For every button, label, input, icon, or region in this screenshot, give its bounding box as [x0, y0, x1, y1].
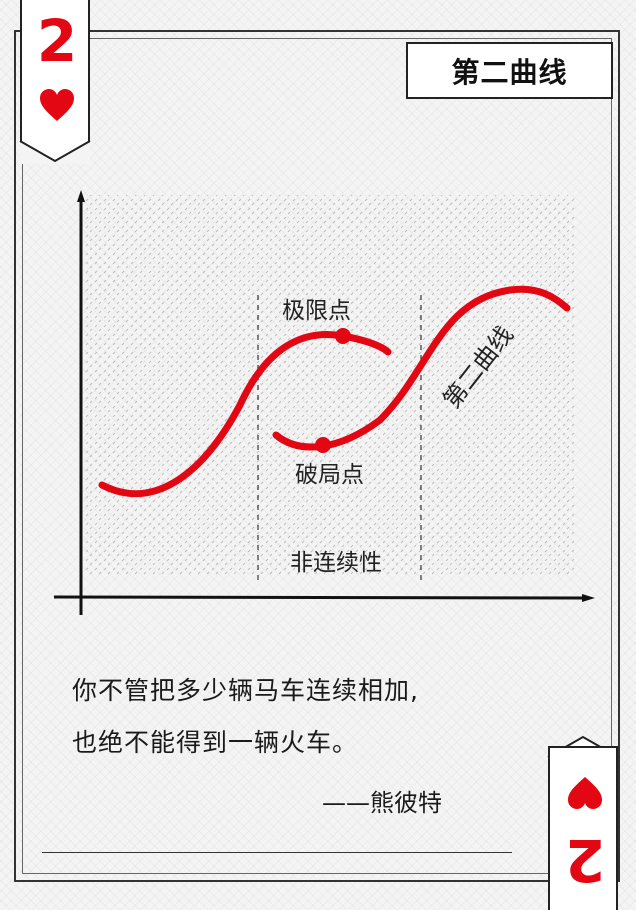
limit-point-label: 极限点	[282, 298, 351, 324]
card-rank-top: 2	[36, 7, 78, 75]
quote-line-1: 你不管把多少辆马车连续相加,	[72, 676, 419, 705]
footer-rule	[42, 852, 512, 853]
card-outer-frame	[14, 30, 620, 882]
heart-icon	[568, 777, 602, 809]
diagram-plot-area	[85, 195, 575, 575]
first-curve	[98, 331, 392, 497]
limit-point-marker	[335, 328, 351, 344]
card-inner-frame	[22, 38, 612, 874]
second-curve-diagram: 极限点 破局点 非连续性 第二曲线	[53, 190, 595, 615]
quote-author: ——熊彼特	[322, 789, 442, 817]
discontinuity-label: 非连续性	[290, 550, 382, 576]
x-axis	[53, 595, 586, 600]
card-title: 第二曲线	[451, 55, 568, 89]
top-left-corner-flag: 2	[20, 0, 90, 163]
bottom-right-corner-flag: 2	[548, 746, 618, 910]
card-title-box: 第二曲线	[406, 42, 613, 99]
quote-line-2: 也绝不能得到一辆火车。	[72, 728, 359, 757]
card-rank-bottom: 2	[564, 826, 606, 894]
breakout-point-label: 破局点	[295, 462, 364, 488]
heart-icon	[40, 89, 74, 121]
top-left-flag-notch	[19, 140, 91, 164]
y-axis-arrow-icon	[77, 190, 85, 202]
x-axis-arrow-icon	[582, 594, 595, 602]
breakout-point-marker	[315, 437, 331, 453]
